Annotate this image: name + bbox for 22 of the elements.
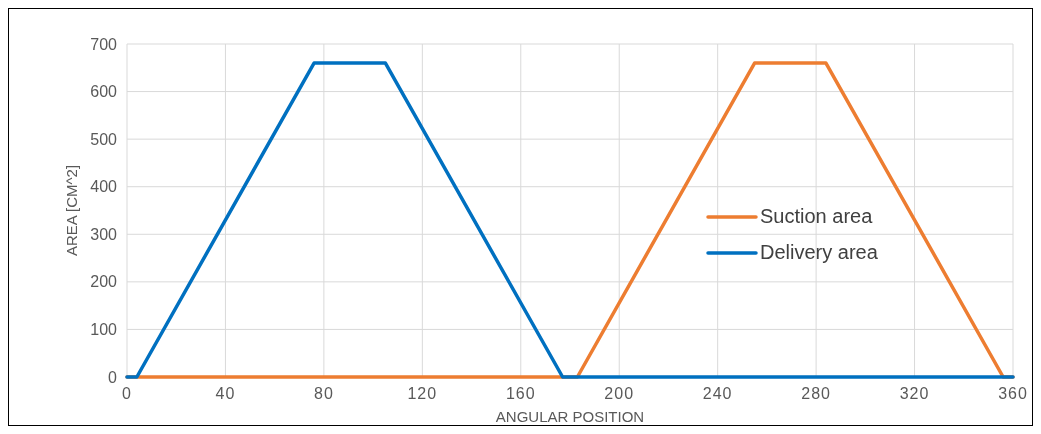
x-tick-label: 40 bbox=[215, 385, 236, 402]
x-tick-label: 0 bbox=[122, 385, 132, 402]
x-tick-label: 200 bbox=[604, 385, 635, 402]
x-tick-label: 360 bbox=[998, 385, 1028, 402]
y-tick-label: 400 bbox=[90, 178, 118, 196]
y-tick-label: 600 bbox=[90, 83, 118, 101]
x-axis-title: ANGULAR POSITION bbox=[495, 408, 645, 425]
y-tick-label: 100 bbox=[90, 321, 118, 339]
y-tick-label: 0 bbox=[108, 368, 118, 386]
y-tick-label: 300 bbox=[90, 225, 118, 243]
y-axis-title: AREA [CM^2] bbox=[63, 164, 80, 257]
legend-label: Delivery area bbox=[760, 241, 879, 263]
x-tick-label: 320 bbox=[899, 385, 930, 402]
x-tick-label: 160 bbox=[505, 385, 536, 402]
y-tick-label: 500 bbox=[90, 130, 118, 148]
y-tick-label: 200 bbox=[90, 273, 118, 291]
legend-label: Suction area bbox=[760, 205, 874, 227]
x-tick-label: 120 bbox=[407, 385, 438, 402]
x-tick-label: 80 bbox=[313, 385, 334, 402]
x-tick-label: 240 bbox=[702, 385, 733, 402]
y-tick-label: 700 bbox=[90, 35, 118, 53]
x-tick-label: 280 bbox=[801, 385, 831, 402]
